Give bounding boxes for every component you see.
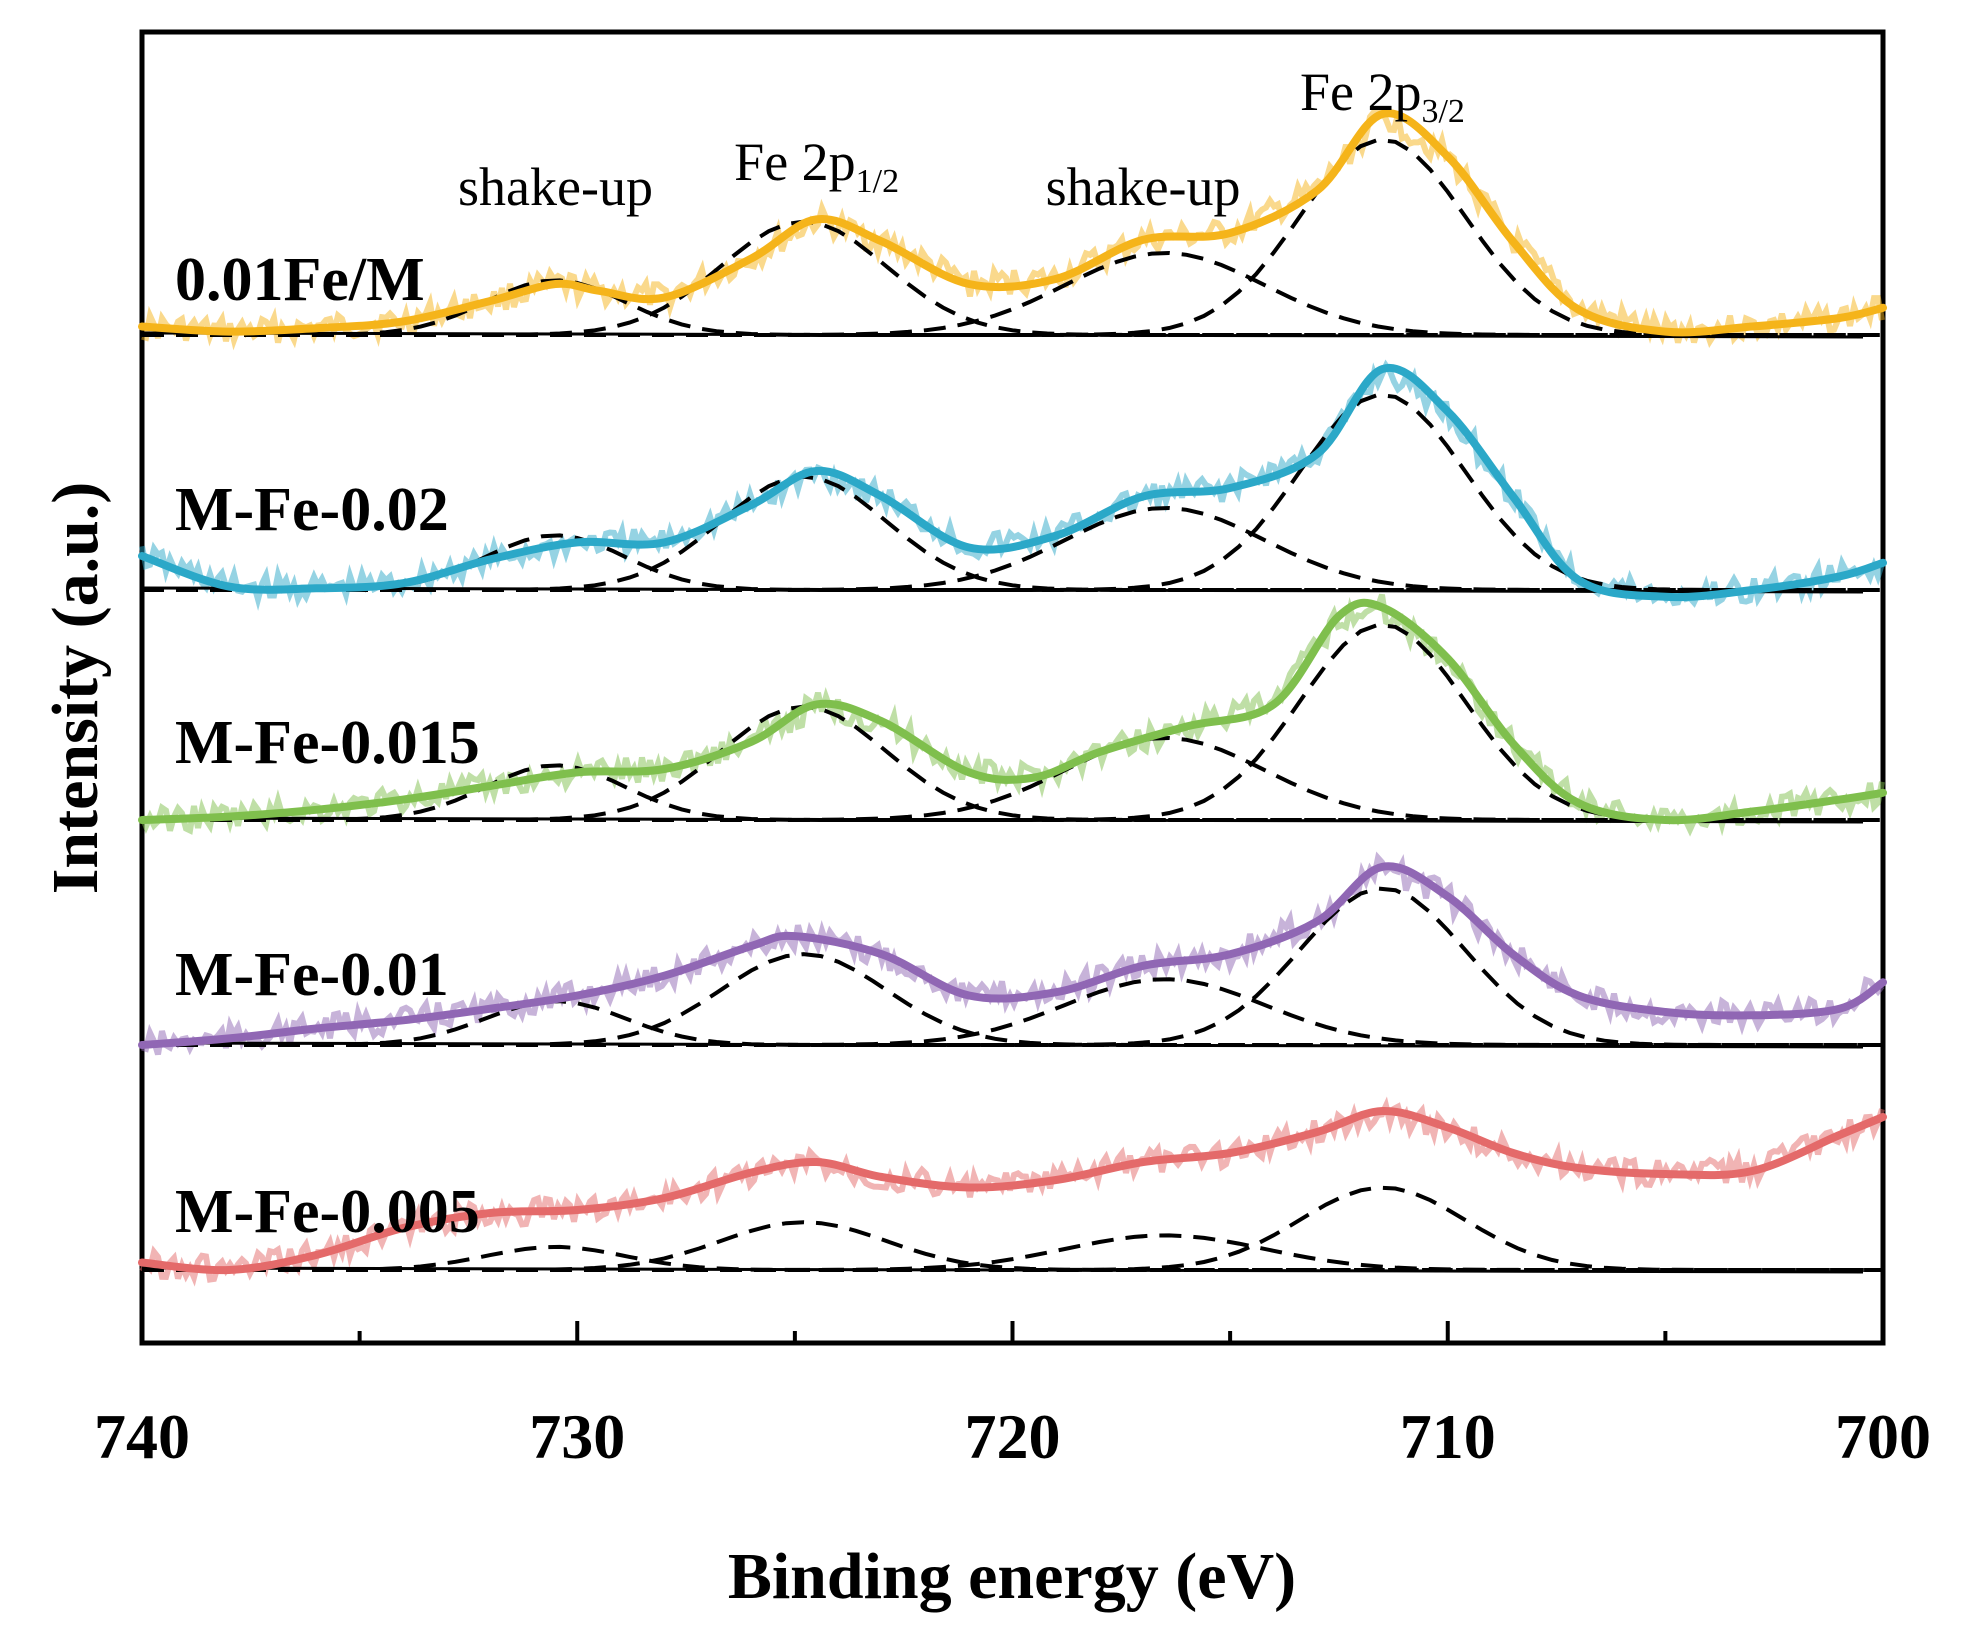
peak-annotation: Fe 2p3/2: [1300, 62, 1465, 130]
fit-component: [142, 1244, 1883, 1272]
peak-annotation: Fe 2p1/2: [734, 132, 899, 200]
series-label: M-Fe-0.02: [175, 476, 449, 544]
x-tick-label: 730: [529, 1401, 625, 1472]
series-fit-line: [138, 109, 1887, 337]
peak-annotation: shake-up: [1046, 157, 1241, 217]
y-axis-title: Intensity (a.u.): [39, 482, 112, 895]
peak-annotations: shake-up Fe 2p1/2 shake-up Fe 2p3/2: [458, 62, 1465, 217]
series-fit-line: [138, 1106, 1887, 1275]
fit-component: [142, 137, 1883, 337]
series-label: M-Fe-0.01: [175, 941, 449, 1009]
plot-frame: [139, 29, 1886, 1346]
series-labels: 0.01Fe/M M-Fe-0.02 M-Fe-0.015 M-Fe-0.01 M-Fe…: [175, 246, 480, 1246]
series-label: M-Fe-0.005: [175, 1178, 480, 1246]
series-fit-line: [138, 363, 1887, 602]
series-label: M-Fe-0.015: [175, 709, 480, 777]
x-ticks: 740 730 720 710 700: [94, 1321, 1931, 1472]
series-fit-line: [138, 862, 1887, 1049]
x-tick-label: 710: [1400, 1401, 1496, 1472]
x-tick-label: 740: [94, 1401, 190, 1472]
series-layer: [138, 107, 1887, 1287]
peak-annotation: shake-up: [458, 157, 653, 217]
x-tick-label: 700: [1835, 1401, 1931, 1472]
fit-component: [142, 886, 1883, 1047]
x-axis-title: Binding energy (eV): [728, 1540, 1296, 1613]
series-raw-trace: [139, 593, 1885, 837]
series-fit-line: [138, 598, 1887, 825]
fit-component: [142, 392, 1883, 592]
series-label: 0.01Fe/M: [175, 246, 425, 314]
x-tick-label: 720: [965, 1401, 1061, 1472]
fit-component: [142, 1185, 1883, 1272]
